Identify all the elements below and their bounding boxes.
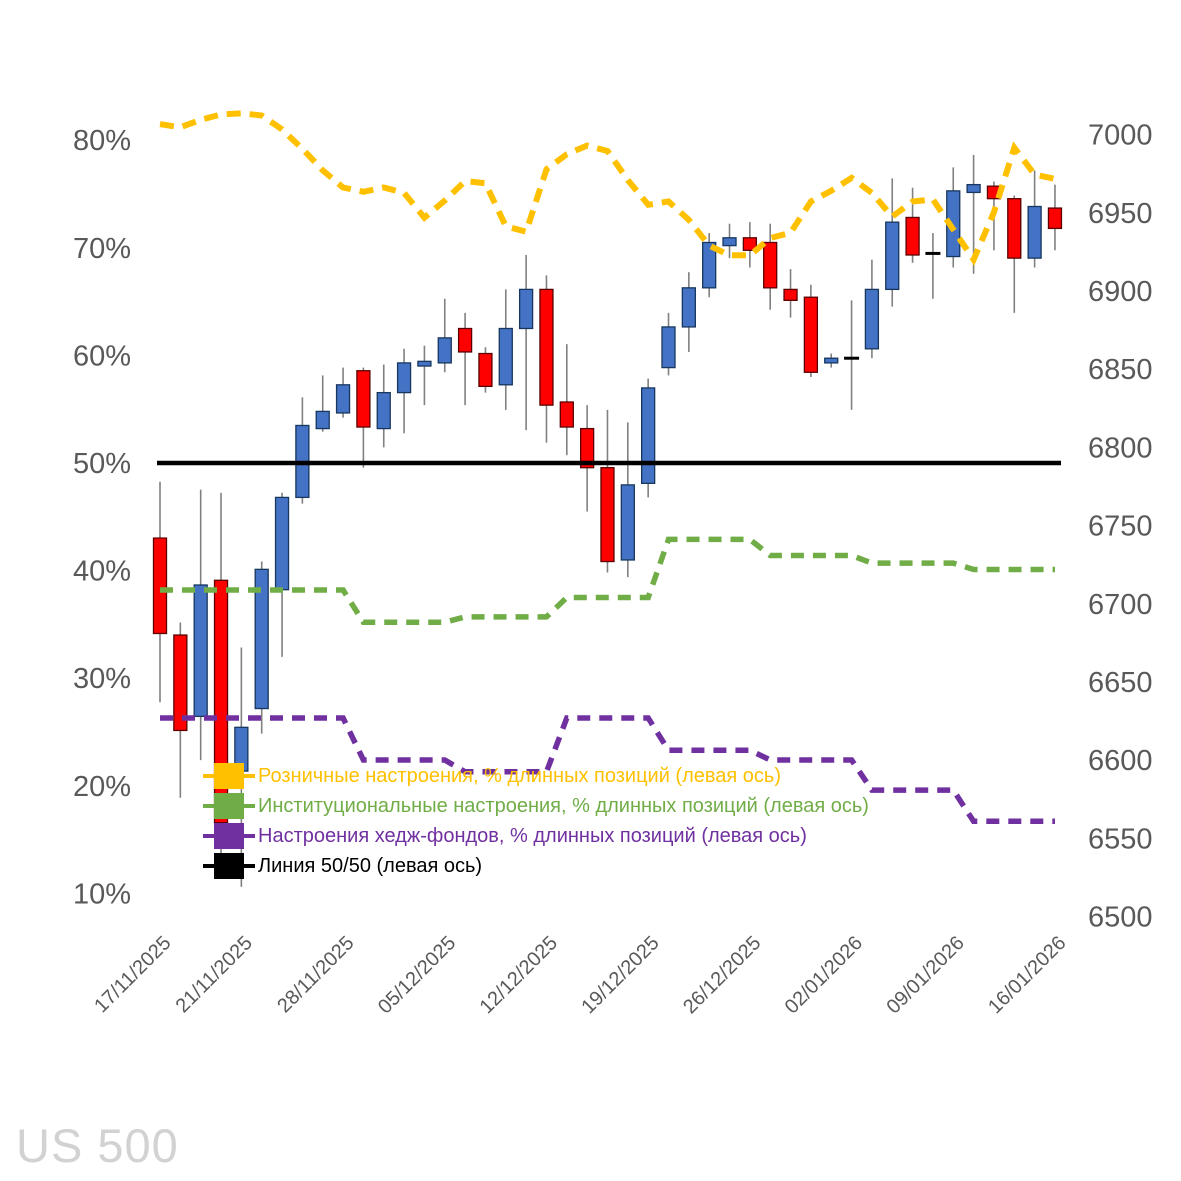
hedge-fund-sentiment-line: [160, 715, 1055, 825]
legend-key-hedge-fund: [203, 823, 255, 849]
retail-swatch-icon: [214, 763, 244, 789]
x-axis-tick: 26/12/2025: [679, 932, 765, 1018]
left-axis-tick: 20%: [73, 771, 131, 803]
legend-item-hedge-fund: Настроения хедж-фондов, % длинных позици…: [203, 821, 869, 851]
candle-body-up: [254, 568, 269, 710]
candle-body-down: [1007, 198, 1022, 259]
candle-body-up: [274, 496, 290, 591]
left-axis-tick: 80%: [73, 125, 131, 157]
x-axis-tick: 02/01/2026: [781, 932, 867, 1018]
left-axis-tick: 30%: [73, 663, 131, 695]
legend-label-institutional: Институциональные настроения, % длинных …: [258, 794, 869, 817]
legend-label-hedge-fund: Настроения хедж-фондов, % длинных позици…: [258, 824, 807, 847]
candle-body-up: [722, 237, 737, 247]
candle-body-down: [478, 352, 493, 388]
fifty-fifty-swatch-icon: [214, 853, 244, 879]
institutional-swatch-icon: [214, 793, 244, 819]
hedge-fund-swatch-icon: [214, 823, 244, 849]
right-axis-tick: 6800: [1088, 432, 1153, 464]
right-axis-tick: 6750: [1088, 511, 1153, 543]
candle-body-down: [579, 427, 595, 469]
candle-body-up: [864, 288, 880, 350]
candle-body-up: [641, 387, 656, 484]
candle-body-up: [661, 326, 676, 369]
right-axis-tick: 6550: [1088, 823, 1153, 855]
candle-body-down: [742, 237, 758, 251]
institutional-sentiment-line: [160, 536, 1055, 625]
legend-label-retail: Розничные настроения, % длинных позиций …: [258, 764, 781, 787]
candle-body-up: [824, 357, 839, 364]
candle-body-down: [559, 401, 574, 428]
legend-item-retail: Розничные настроения, % длинных позиций …: [203, 761, 869, 791]
candle-body-up: [437, 337, 452, 364]
right-axis-tick: 6700: [1088, 589, 1153, 621]
candle-body-up: [376, 391, 391, 430]
candle-body-down: [457, 327, 473, 353]
x-axis-tick: 21/11/2025: [172, 932, 257, 1017]
candle-body-up: [335, 384, 351, 414]
right-axis-tick: 7000: [1088, 120, 1153, 152]
left-axis-tick: 50%: [73, 448, 131, 480]
candle-body-up: [966, 183, 981, 194]
candle-body-up: [315, 410, 330, 430]
x-axis-tick: 12/12/2025: [476, 932, 562, 1018]
x-axis-tick: 17/11/2025: [90, 932, 175, 1017]
candle-body-down: [783, 288, 798, 301]
candle-body-down: [905, 216, 920, 256]
candle-body-down: [152, 537, 168, 635]
legend-key-fifty-fifty: [203, 853, 255, 879]
candle-body-up: [417, 360, 432, 367]
candle-body-up: [396, 362, 412, 394]
retail-sentiment-line: [159, 110, 1056, 266]
candle-body-down: [213, 579, 229, 824]
left-axis-tick: 40%: [73, 556, 131, 588]
legend-key-retail: [203, 763, 255, 789]
candle-body-up: [885, 221, 900, 291]
legend-item-fifty-fifty: Линия 50/50 (левая ось): [203, 851, 869, 881]
candle-body-down: [763, 241, 778, 289]
right-axis-tick: 6600: [1088, 745, 1153, 777]
right-axis-tick: 6900: [1088, 276, 1153, 308]
candle-body-down: [600, 467, 615, 563]
candle-body-up: [498, 327, 513, 386]
x-axis-tick: 16/01/2026: [984, 932, 1070, 1018]
candle-body-up: [702, 241, 717, 289]
candle-body-down: [1047, 207, 1063, 230]
right-axis-tick: 6950: [1088, 198, 1153, 230]
legend-item-institutional: Институциональные настроения, % длинных …: [203, 791, 869, 821]
candle-body-up: [1027, 205, 1042, 259]
legend: Розничные настроения, % длинных позиций …: [203, 761, 869, 881]
left-axis-tick: 70%: [73, 233, 131, 265]
legend-label-fifty-fifty: Линия 50/50 (левая ось): [258, 854, 483, 877]
x-axis-tick: 05/12/2025: [374, 932, 460, 1018]
candle-body-down: [803, 296, 819, 373]
candle-body-down: [539, 288, 554, 406]
left-axis-tick: 60%: [73, 340, 131, 372]
left-axis-tick: 10%: [73, 878, 131, 910]
candle-body-up: [193, 584, 208, 718]
candle-body-down: [356, 370, 371, 428]
candle-body-up: [620, 484, 635, 561]
x-axis-tick: 09/01/2026: [882, 932, 968, 1018]
candle-body-up: [518, 288, 534, 330]
right-axis-tick: 6850: [1088, 354, 1153, 386]
right-axis-tick: 6650: [1088, 667, 1153, 699]
candle-body-up: [681, 287, 696, 328]
legend-key-institutional: [203, 793, 255, 819]
right-axis-tick: 6500: [1088, 902, 1153, 934]
watermark: US 500: [16, 1119, 179, 1172]
x-axis-tick: 19/12/2025: [577, 932, 663, 1018]
x-axis-tick: 28/11/2025: [273, 932, 358, 1017]
candle-body-down: [173, 634, 188, 732]
